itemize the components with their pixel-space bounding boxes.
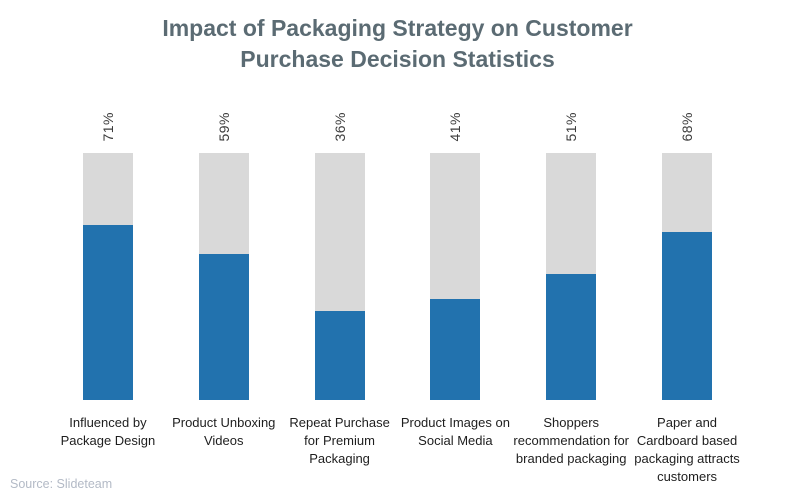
bar-fill [314,311,365,400]
bar-category-label: Repeat Purchase for Premium Packaging [289,415,390,466]
source-note: Source: Slideteam [10,477,113,491]
bar-value-label: 36% [332,92,348,142]
bar-value-label: 68% [679,92,695,142]
chart-title: Impact of Packaging Strategy on Customer… [0,13,795,75]
bar-value-text: 51% [563,112,580,142]
chart-title-text: Impact of Packaging Strategy on Customer… [162,15,633,72]
bar-track [314,153,365,400]
bar-fill [198,254,249,400]
bar-chart: 71% Influenced by Package Design 59% Produc… [50,92,745,486]
bar-column: 68% Paper and Cardboard based packaging a… [629,92,745,486]
bar-value-label: 51% [563,92,579,142]
bar-column: 41% Product Images on Social Media [397,92,513,486]
bar-value-label: 71% [100,92,116,142]
bar-track [430,153,481,400]
bar-category-label: Product Unboxing Videos [172,415,276,448]
bar-category-label: Influenced by Package Design [60,415,156,448]
bar-value-label: 41% [447,92,463,142]
bar-column: 71% Influenced by Package Design [50,92,166,486]
bar-track [546,153,597,400]
bar-fill [82,224,133,400]
bar-fill [430,298,481,400]
bar-fill [546,274,597,400]
bar-column: 59% Product Unboxing Videos [166,92,282,486]
bar-fill [662,232,713,400]
bar-value-text: 71% [99,112,116,142]
bar-value-label: 59% [216,92,232,142]
bar-column: 36% Repeat Purchase for Premium Packaging [282,92,398,486]
bar-value-text: 59% [215,112,232,142]
bar-value-text: 41% [447,112,464,142]
bar-track [198,153,249,400]
bar-category-label: Shoppers recommendation for branded pack… [513,415,630,466]
bar-value-text: 68% [679,112,696,142]
bar-column: 51% Shoppers recommendation for branded p… [513,92,629,486]
bar-category-label: Product Images on Social Media [400,415,510,448]
bar-value-text: 36% [331,112,348,142]
bar-category-label: Paper and Cardboard based packaging attr… [634,415,740,484]
bar-track [662,153,713,400]
bar-track [82,153,133,400]
